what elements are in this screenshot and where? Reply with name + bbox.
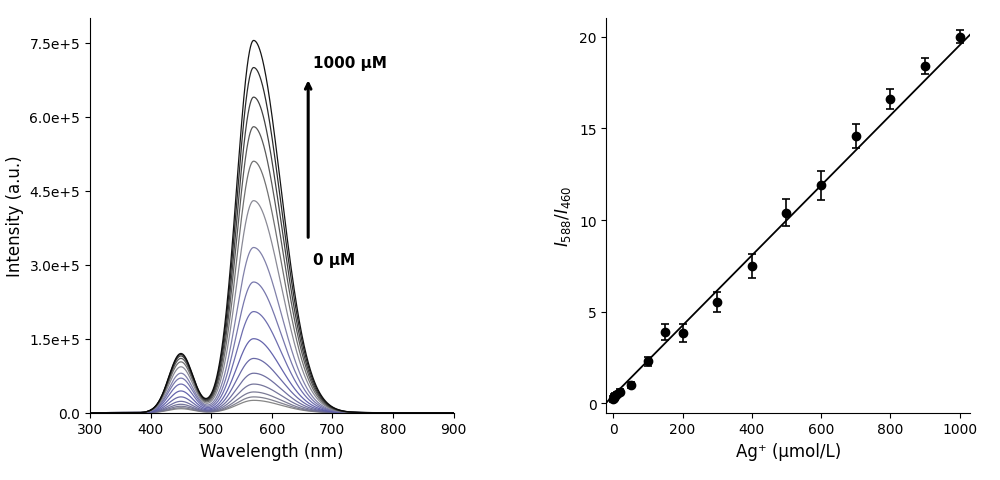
Y-axis label: $I_{588}/I_{460}$: $I_{588}/I_{460}$ — [553, 185, 573, 247]
X-axis label: Ag⁺ (μmol/L): Ag⁺ (μmol/L) — [736, 442, 841, 460]
Text: 0 μM: 0 μM — [313, 253, 355, 268]
Y-axis label: Intensity (a.u.): Intensity (a.u.) — [6, 156, 24, 276]
Text: 1000 μM: 1000 μM — [313, 56, 387, 71]
X-axis label: Wavelength (nm): Wavelength (nm) — [200, 442, 344, 460]
